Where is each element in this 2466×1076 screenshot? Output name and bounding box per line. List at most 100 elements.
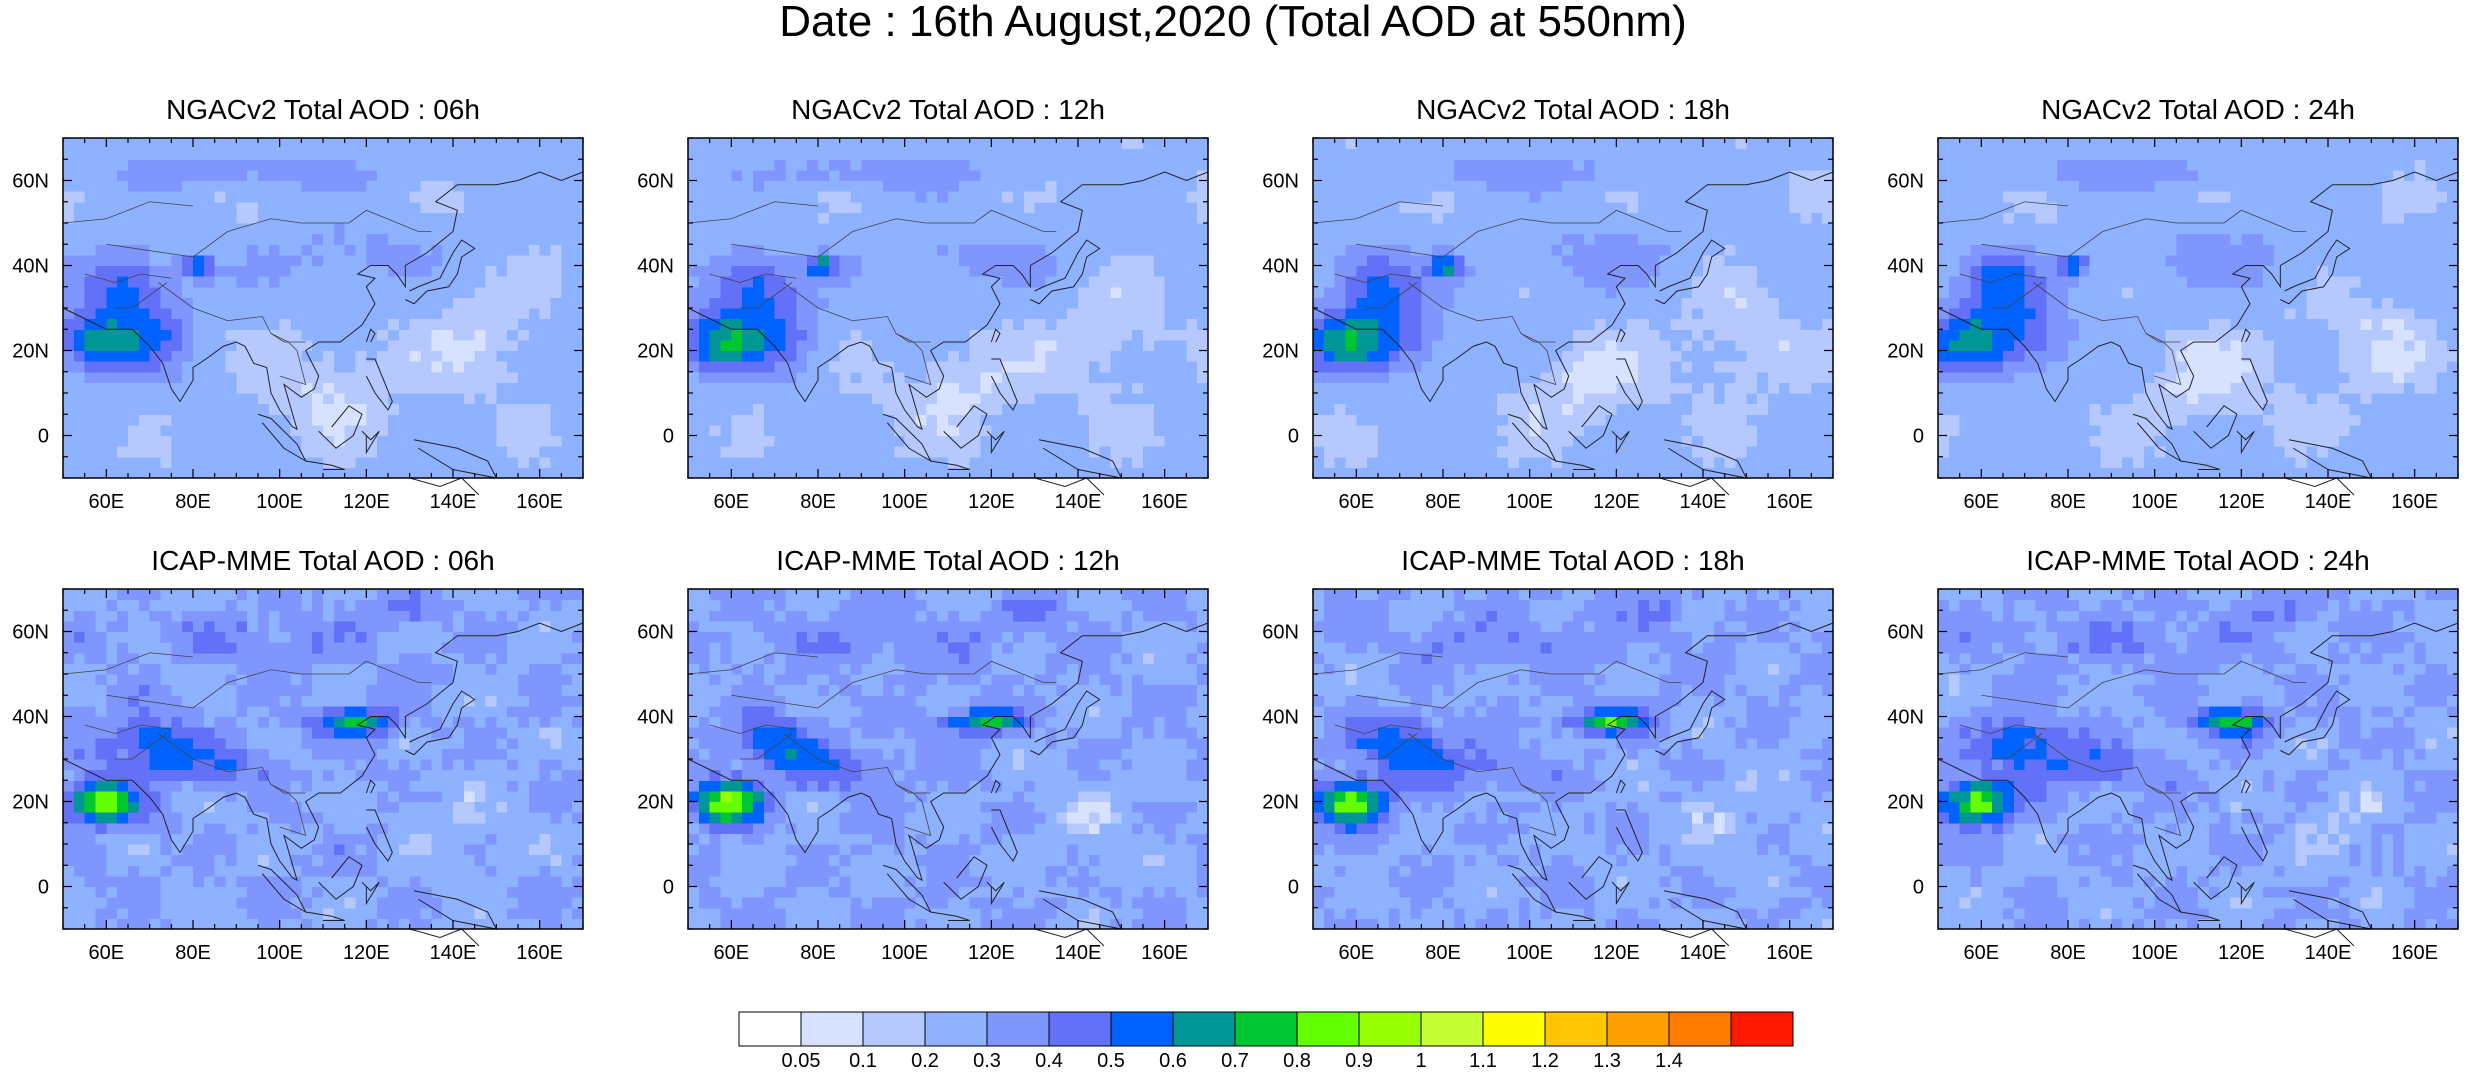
aod-cell — [529, 159, 540, 170]
aod-cell — [1143, 425, 1154, 436]
aod-cell — [1400, 340, 1411, 351]
aod-cell — [1486, 191, 1497, 202]
aod-cell — [1389, 457, 1400, 468]
aod-cell — [475, 266, 486, 277]
aod-cell — [74, 457, 85, 468]
aod-cell — [540, 159, 551, 170]
aod-cell — [1002, 457, 1013, 468]
aod-cell — [551, 138, 562, 149]
aod-cell — [1454, 393, 1465, 404]
aod-cell — [85, 234, 96, 245]
aod-cell — [247, 276, 258, 287]
aod-cell — [948, 159, 959, 170]
aod-cell — [1346, 425, 1357, 436]
aod-cell — [894, 446, 905, 457]
aod-cell — [1432, 436, 1443, 447]
aod-cell — [475, 308, 486, 319]
aod-cell — [1757, 361, 1768, 372]
aod-cell — [1519, 308, 1530, 319]
aod-cell — [453, 170, 464, 181]
aod-cell — [1132, 138, 1143, 149]
aod-cell — [818, 372, 829, 383]
aod-cell — [905, 467, 916, 478]
aod-cell — [1176, 351, 1187, 362]
aod-cell — [926, 212, 937, 223]
aod-cell — [1335, 223, 1346, 234]
aod-cell — [1324, 425, 1335, 436]
aod-cell — [1660, 244, 1671, 255]
aod-cell — [699, 244, 710, 255]
aod-cell — [345, 181, 356, 192]
aod-cell — [204, 382, 215, 393]
aod-cell — [150, 159, 161, 170]
aod-cell — [63, 276, 74, 287]
aod-cell — [721, 393, 732, 404]
aod-cell — [1067, 308, 1078, 319]
aod-cell — [1595, 159, 1606, 170]
aod-cell — [204, 234, 215, 245]
aod-cell — [507, 340, 518, 351]
aod-cell — [1530, 404, 1541, 415]
aod-cell — [1736, 372, 1747, 383]
aod-cell — [1736, 446, 1747, 457]
aod-cell — [1197, 223, 1208, 234]
aod-cell — [356, 138, 367, 149]
aod-cell — [1822, 404, 1833, 415]
aod-cell — [323, 138, 334, 149]
aod-cell — [1056, 138, 1067, 149]
aod-cell — [1143, 297, 1154, 308]
aod-cell — [1519, 159, 1530, 170]
aod-cell — [1508, 308, 1519, 319]
aod-cell — [551, 340, 562, 351]
aod-cell — [366, 457, 377, 468]
aod-cell — [1551, 414, 1562, 425]
aod-cell — [1389, 234, 1400, 245]
aod-cell — [1046, 149, 1057, 160]
aod-cell — [193, 234, 204, 245]
aod-cell — [829, 191, 840, 202]
aod-cell — [193, 212, 204, 223]
aod-cell — [139, 308, 150, 319]
aod-cell — [1562, 138, 1573, 149]
aod-cell — [861, 181, 872, 192]
aod-cell — [1121, 138, 1132, 149]
aod-cell — [475, 255, 486, 266]
aod-cell — [1649, 351, 1660, 362]
aod-cell — [561, 255, 572, 266]
aod-cell — [1801, 297, 1812, 308]
aod-cell — [829, 149, 840, 160]
aod-cell — [312, 308, 323, 319]
aod-cell — [948, 149, 959, 160]
aod-cell — [959, 393, 970, 404]
aod-cell — [1595, 255, 1606, 266]
aod-cell — [1938, 255, 1949, 266]
aod-cell — [1186, 319, 1197, 330]
aod-cell — [861, 446, 872, 457]
aod-cell — [1692, 138, 1703, 149]
aod-cell — [1681, 361, 1692, 372]
aod-cell — [1486, 170, 1497, 181]
aod-cell — [507, 436, 518, 447]
aod-cell — [1703, 393, 1714, 404]
aod-cell — [807, 467, 818, 478]
aod-cell — [204, 149, 215, 160]
aod-cell — [518, 181, 529, 192]
aod-cell — [840, 223, 851, 234]
aod-cell — [1486, 361, 1497, 372]
aod-cell — [1046, 404, 1057, 415]
aod-cell — [1313, 223, 1324, 234]
aod-cell — [742, 457, 753, 468]
aod-cell — [1649, 287, 1660, 298]
aod-cell — [1649, 138, 1660, 149]
aod-cell — [475, 446, 486, 457]
aod-cell — [182, 446, 193, 457]
aod-cell — [1089, 159, 1100, 170]
aod-cell — [1519, 202, 1530, 213]
aod-cell — [699, 372, 710, 383]
aod-cell — [377, 170, 388, 181]
aod-cell — [215, 191, 226, 202]
aod-cell — [85, 287, 96, 298]
aod-cell — [74, 234, 85, 245]
aod-cell — [106, 159, 117, 170]
aod-cell — [161, 404, 172, 415]
